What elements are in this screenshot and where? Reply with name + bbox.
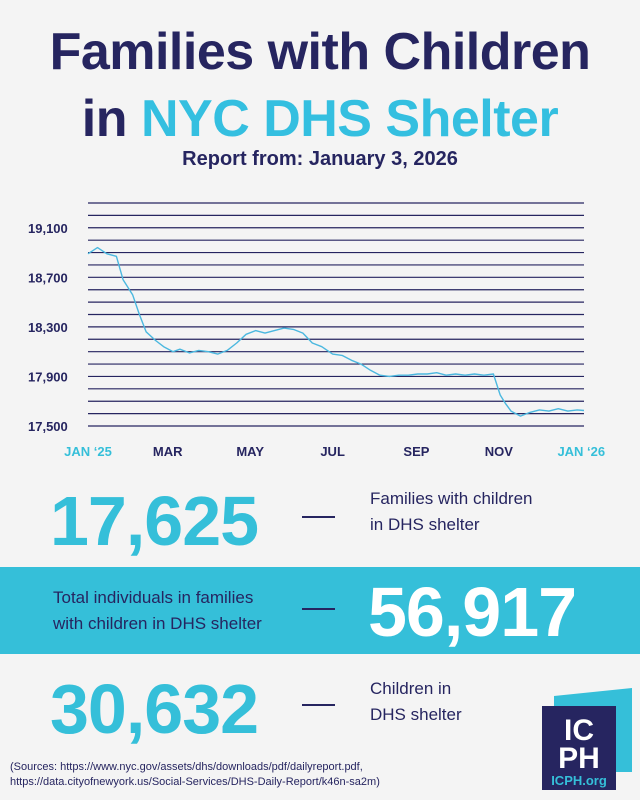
logo-front-panel (542, 706, 616, 790)
page-title-line1: Families with Children (49, 23, 591, 81)
dash-divider (302, 516, 335, 518)
page-title-accent: NYC DHS Shelter (140, 90, 559, 148)
children-label-line2: DHS shelter (370, 705, 462, 724)
individuals-label-line1: Total individuals in families (53, 588, 254, 607)
page-title-in: in (81, 90, 141, 148)
sources-line1: (Sources: https://www.nyc.gov/assets/dhs… (10, 761, 363, 773)
logo-letters-bottom: PH (558, 742, 600, 775)
individuals-label: Total individuals in families with child… (53, 585, 262, 637)
x-tick-label: NOV (485, 444, 514, 459)
sources-line2: https://data.cityofnewyork.us/Social-Ser… (10, 776, 380, 788)
dash-divider (302, 704, 335, 706)
families-label-line1: Families with children (370, 489, 533, 508)
stat-families: 17,625 Families with children in DHS she… (0, 478, 640, 563)
x-tick-label: SEP (403, 444, 429, 459)
page-title-line2: in NYC DHS Shelter (0, 93, 640, 145)
families-label: Families with children in DHS shelter (370, 486, 533, 538)
x-tick-label: JAN ‘26 (557, 444, 605, 459)
stat-children: 30,632 Children in DHS shelter (0, 668, 640, 753)
x-tick-label: MAR (153, 444, 183, 459)
y-tick-label: 19,100 (28, 221, 68, 236)
individuals-count: 56,917 (368, 573, 577, 651)
x-tick-label: JUL (320, 444, 345, 459)
children-label: Children in DHS shelter (370, 676, 462, 728)
y-tick-label: 17,900 (28, 369, 68, 384)
y-tick-label: 18,300 (28, 320, 68, 335)
families-count: 17,625 (50, 482, 259, 560)
families-label-line2: in DHS shelter (370, 515, 480, 534)
stat-individuals-band: Total individuals in families with child… (0, 567, 640, 654)
x-tick-label: JAN ‘25 (64, 444, 112, 459)
logo-letters-top: IC (564, 714, 594, 747)
logo-url: ICPH.org (551, 773, 607, 788)
dash-divider (302, 608, 335, 610)
y-tick-label: 17,500 (28, 419, 68, 434)
series-line (87, 246, 585, 417)
individuals-label-line2: with children in DHS shelter (53, 614, 262, 633)
y-tick-label: 18,700 (28, 270, 68, 285)
children-count: 30,632 (50, 670, 259, 748)
x-tick-label: MAY (236, 444, 264, 459)
children-label-line1: Children in (370, 679, 452, 698)
line-chart: 17,500 17,900 18,300 18,700 19,100 JAN ‘25 MAR… (28, 202, 605, 459)
sources-note: (Sources: https://www.nyc.gov/assets/dhs… (10, 760, 430, 790)
icph-logo[interactable]: IC PH ICPH.org (540, 688, 632, 790)
report-date: Report from: January 3, 2026 (182, 148, 458, 170)
